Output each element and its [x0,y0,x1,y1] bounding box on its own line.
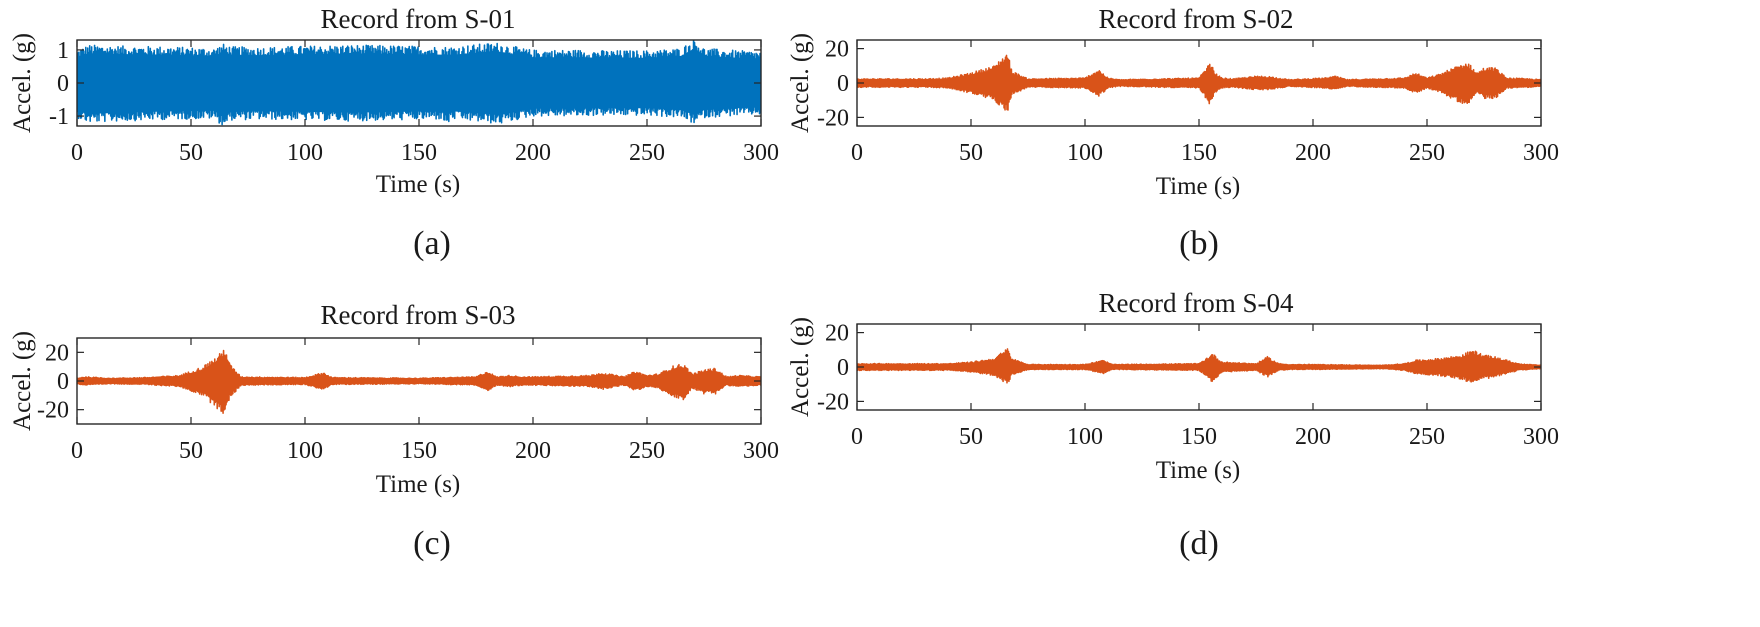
panel-b-xtick-label: 0 [851,140,863,166]
panel-c-xtick-label: 50 [179,438,203,464]
panel-a-ticks: 0 50 100 150 200 250 300-101 [49,38,779,166]
panel-a-xtick-label: 50 [179,140,203,166]
panel-b-xtick-label: 300 [1523,140,1559,166]
panel-a-title: Record from S-01 [321,4,516,34]
panel-a-ytick-label: -1 [49,104,69,130]
panel-a-xtick-label: 0 [71,140,83,166]
panel-d-xtick-label: 0 [851,424,863,450]
panel-a: Record from S-01 0 50 100 150 200 250 300-101 … [9,4,779,262]
panel-d-xtick-label: 200 [1295,424,1331,450]
panel-b-series-line [857,54,1541,111]
panel-d-plot-area [857,348,1541,384]
panel-a-xtick-label: 200 [515,140,551,166]
panel-d-caption: (d) [1179,525,1219,562]
panel-c-plot-area [77,349,761,414]
panel-b-xtick-label: 100 [1067,140,1103,166]
panel-c-ylabel: Accel. (g) [9,331,36,431]
panel-c-ytick-label: -20 [37,398,69,424]
panel-c-xtick-label: 300 [743,438,779,464]
panel-a-plot-area [77,40,761,126]
panel-a-xtick-label: 100 [287,140,323,166]
panel-d-xlabel: Time (s) [1156,457,1241,484]
panel-d-xtick-label: 250 [1409,424,1445,450]
panel-d-ytick-label: 0 [837,355,849,381]
panel-d-ytick-label: -20 [817,389,849,415]
panel-c-xtick-label: 150 [401,438,437,464]
panel-b-xtick-label: 50 [959,140,983,166]
panel-d-title: Record from S-04 [1099,288,1294,318]
panel-c-xtick-label: 250 [629,438,665,464]
panel-b-ytick-label: 20 [825,37,849,63]
panel-a-xtick-label: 150 [401,140,437,166]
panel-a-xlabel: Time (s) [376,171,461,198]
panel-c-ytick-label: 0 [57,369,69,395]
panel-b-ytick-label: -20 [817,105,849,131]
panel-c-series-line [77,349,761,414]
panel-a-series-line [77,40,761,126]
panel-c-ytick-label: 20 [45,340,69,366]
panel-b-ytick-label: 0 [837,71,849,97]
panel-d-xtick-label: 100 [1067,424,1103,450]
panel-b-xlabel: Time (s) [1156,173,1241,200]
panel-c-xlabel: Time (s) [376,471,461,498]
panel-d: Record from S-04 0 50 100 150 200 250 300-2002… [787,288,1559,562]
panel-a-xtick-label: 250 [629,140,665,166]
panel-d-series-line [857,348,1541,384]
panel-a-caption: (a) [413,225,451,262]
panel-b-plot-area [857,54,1541,111]
panel-c-xtick-label: 0 [71,438,83,464]
panel-b-xtick-label: 250 [1409,140,1445,166]
panel-c: Record from S-03 0 50 100 150 200 250 300-2002… [9,300,779,562]
panel-d-ylabel: Accel. (g) [787,317,814,417]
panel-b: Record from S-02 0 50 100 150 200 250 300-2002… [787,4,1559,262]
panel-d-xtick-label: 50 [959,424,983,450]
panel-c-caption: (c) [413,525,451,562]
panel-b-title: Record from S-02 [1099,4,1294,34]
panel-c-xtick-label: 100 [287,438,323,464]
panel-b-ylabel: Accel. (g) [787,33,814,133]
panel-a-ylabel: Accel. (g) [9,33,36,133]
panel-d-xtick-label: 150 [1181,424,1217,450]
panel-b-xtick-label: 150 [1181,140,1217,166]
panel-c-title: Record from S-03 [321,300,516,330]
panel-b-xtick-label: 200 [1295,140,1331,166]
panel-b-caption: (b) [1179,225,1219,262]
panel-a-ytick-label: 1 [57,38,69,64]
panel-a-xtick-label: 300 [743,140,779,166]
panel-c-xtick-label: 200 [515,438,551,464]
panel-d-xtick-label: 300 [1523,424,1559,450]
panel-a-ytick-label: 0 [57,71,69,97]
panel-d-ytick-label: 20 [825,321,849,347]
